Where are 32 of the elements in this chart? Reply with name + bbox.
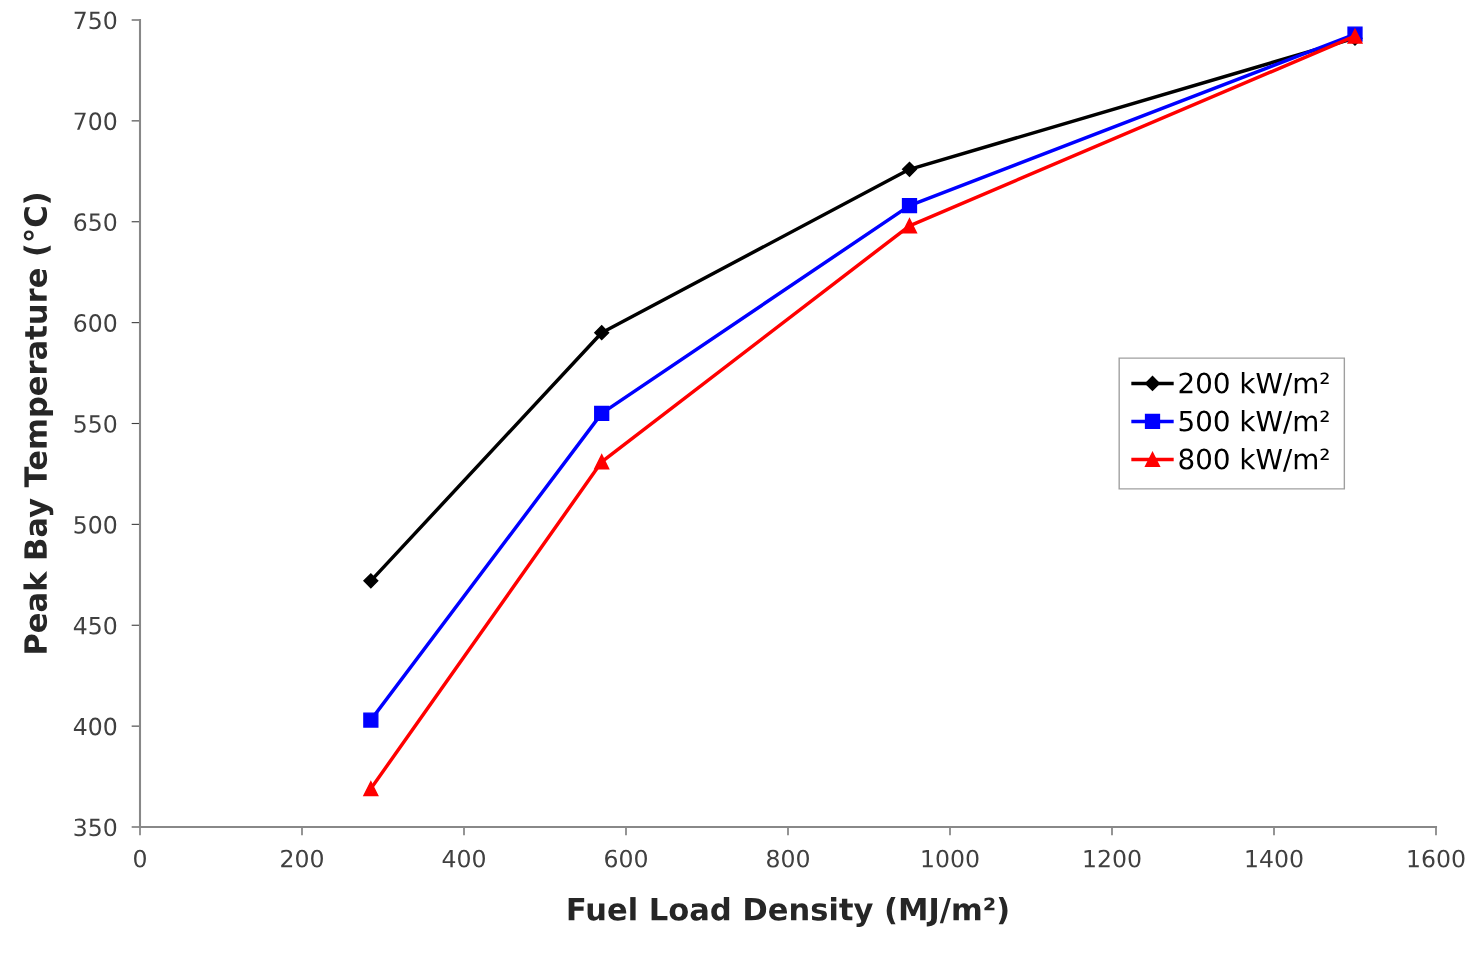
x-tick-label: 1400 bbox=[1246, 849, 1303, 868]
y-tick-label: 650 bbox=[74, 213, 117, 232]
x-tick-label: 1200 bbox=[1084, 849, 1141, 868]
x-tick-label: 800 bbox=[767, 849, 809, 868]
y-tick-label: 600 bbox=[74, 314, 117, 332]
x-tick-label: 1600 bbox=[1408, 849, 1465, 868]
point bbox=[363, 573, 379, 589]
x-tick-label: 400 bbox=[442, 849, 485, 868]
legend-label: 200 kW/m² bbox=[1179, 372, 1329, 396]
point bbox=[594, 454, 610, 470]
x-tick-label: 0 bbox=[134, 849, 146, 868]
y-tick-label: 550 bbox=[74, 414, 117, 433]
point bbox=[594, 325, 610, 341]
y-tick-label: 750 bbox=[74, 11, 117, 30]
y-tick-label: 700 bbox=[74, 112, 117, 131]
y-axis-title: Peak Bay Temperature (°C) bbox=[23, 194, 54, 653]
y-tick-label: 450 bbox=[73, 616, 117, 635]
y-tick-label: 350 bbox=[74, 818, 117, 837]
point bbox=[363, 781, 379, 797]
x-tick-label: 1000 bbox=[922, 849, 979, 868]
legend-label: 800 kW/m² bbox=[1179, 448, 1329, 472]
point bbox=[901, 197, 918, 214]
y-tick-label: 400 bbox=[73, 717, 117, 736]
legend-label: 500 kW/m² bbox=[1179, 410, 1329, 434]
x-axis-title: Fuel Load Density (MJ/m²) bbox=[568, 897, 1008, 927]
point bbox=[901, 161, 918, 177]
point bbox=[901, 218, 918, 234]
x-tick-label: 600 bbox=[605, 849, 647, 868]
y-tick-label: 500 bbox=[74, 515, 117, 534]
point bbox=[363, 712, 379, 728]
point bbox=[594, 405, 610, 422]
x-tick-label: 200 bbox=[281, 849, 323, 868]
